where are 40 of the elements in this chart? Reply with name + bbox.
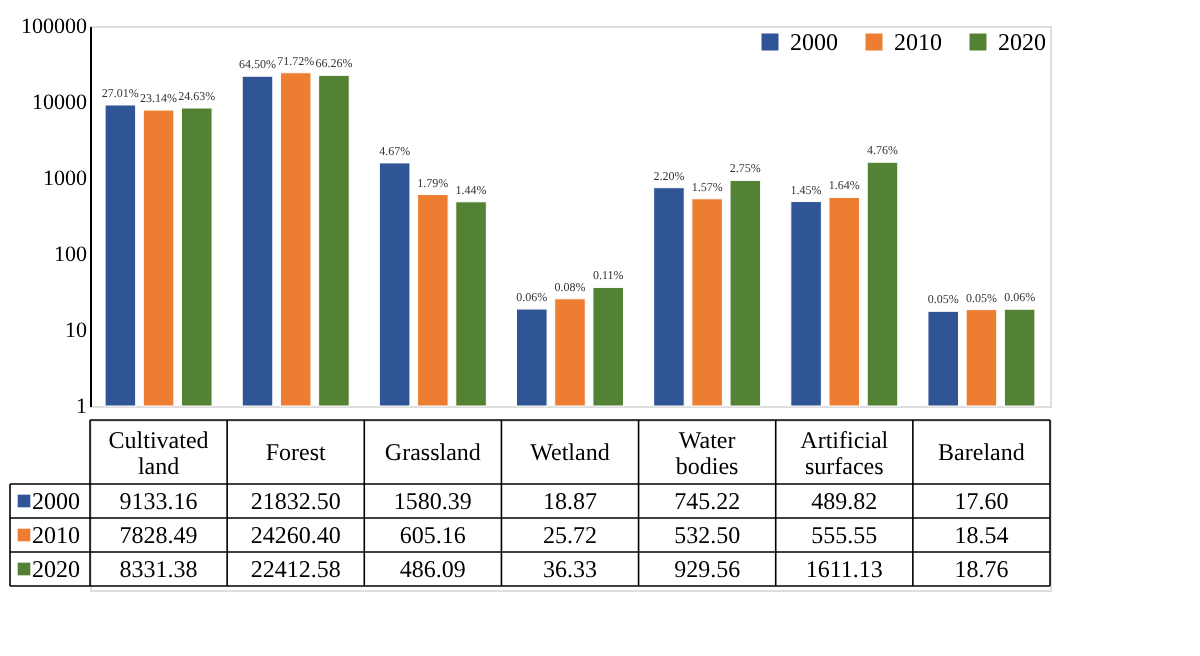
- data-label: 18.76: [954, 555, 1009, 583]
- y-tick-label: 10: [65, 319, 88, 343]
- y-tick-label: 1: [76, 395, 87, 419]
- text: 2010: [32, 521, 80, 549]
- data-label: 18.87: [543, 487, 597, 515]
- y-tick-label: 100: [54, 243, 88, 267]
- data-label: 745.22: [674, 487, 741, 515]
- y-tick-label: 100000: [21, 15, 88, 39]
- data-label: 1580.39: [393, 487, 472, 515]
- data-label: 486.09: [399, 555, 466, 583]
- data-label: 18.54: [954, 521, 1009, 549]
- data-label: 7828.49: [119, 521, 198, 549]
- data-label: 605.16: [399, 521, 466, 549]
- data-label: 929.56: [674, 555, 741, 583]
- data-label: 555.55: [811, 521, 878, 549]
- y-tick-label: 1000: [43, 167, 88, 191]
- x-tick-label: Grassland: [384, 438, 481, 466]
- data-label: 24260.40: [250, 521, 341, 549]
- data-label: 489.82: [811, 487, 878, 515]
- x-tick-label: Artificial surfaces: [800, 426, 890, 480]
- data-label: 17.60: [954, 487, 1009, 515]
- legend-label: 2000: [790, 28, 838, 56]
- data-label: 9133.16: [119, 487, 198, 515]
- legend-label: 2020: [998, 28, 1046, 56]
- text: 2020: [32, 555, 80, 583]
- data-label: 8331.38: [119, 555, 198, 583]
- x-tick-label: Forest: [265, 438, 328, 466]
- text: 2000: [32, 487, 80, 515]
- data-label: 36.33: [543, 555, 597, 583]
- data-label: 22412.58: [250, 555, 341, 583]
- x-tick-label: Cultivated land: [108, 426, 209, 480]
- data-label: 532.50: [674, 521, 741, 549]
- legend-label: 2010: [894, 28, 942, 56]
- x-tick-label: Wetland: [530, 438, 610, 466]
- data-label: 25.72: [543, 521, 597, 549]
- x-tick-label: Bareland: [938, 438, 1025, 466]
- data-label: 1611.13: [805, 555, 883, 583]
- x-tick-label: Water bodies: [675, 426, 740, 480]
- y-tick-label: 10000: [32, 91, 88, 115]
- data-label: 21832.50: [250, 487, 341, 515]
